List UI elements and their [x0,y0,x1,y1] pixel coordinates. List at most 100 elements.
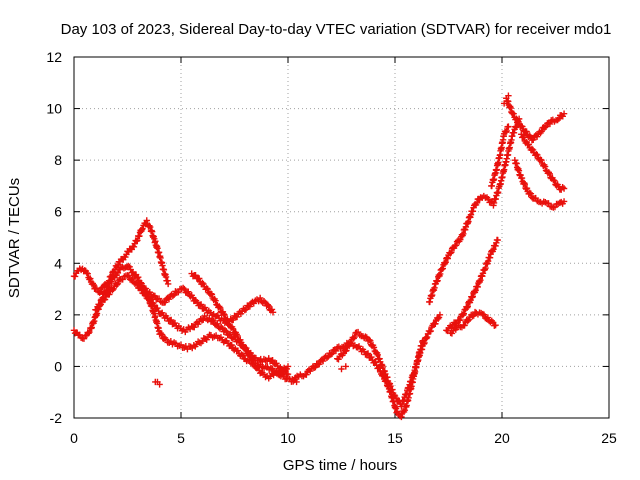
series-arc-m [518,131,568,193]
data-point [250,360,258,367]
data-point [154,304,161,312]
axes: 0 5 10 15 20 25 -2 0 2 4 6 8 10 12 [46,49,617,446]
data-point [146,222,153,229]
data-point [87,275,94,282]
data-point [464,317,471,325]
data-point [129,275,136,283]
data-point [351,333,358,341]
gridlines [74,57,609,418]
data-point [526,189,534,197]
data-point [96,302,103,309]
data-point [398,413,405,421]
plot-frame [73,56,610,419]
y-axis-label: SDTVAR / TECUs [6,178,23,298]
data-point [192,272,199,279]
data-point [436,311,444,319]
data-point [460,310,467,317]
data-point [447,250,454,257]
data-point [97,288,104,295]
data-point [560,110,568,117]
data-point [368,353,375,361]
data-point [85,330,92,337]
data-point [269,357,276,364]
series-arc-i [443,236,501,335]
data-point [156,381,163,388]
data-point [470,288,478,295]
data-point [214,320,221,327]
data-point [560,198,568,205]
data-point [468,294,476,301]
data-point [327,351,334,358]
series-isolated [152,92,512,388]
data-point [310,364,318,372]
data-point [542,123,550,130]
data-point [247,353,254,361]
data-point [120,265,128,272]
data-point [210,317,217,324]
data-point [528,145,536,153]
data-point [225,318,232,325]
data-point [469,313,476,320]
data-point [401,407,409,414]
y-tick-label: -2 [50,410,63,426]
series-arc-l [511,156,568,211]
series-arc-g [334,311,444,410]
data-point [525,141,532,148]
data-point [284,363,292,370]
data-point [249,357,257,364]
data-point [113,281,120,288]
data-point [220,338,227,346]
data-point [452,242,460,249]
data-point [551,177,558,185]
data-point [556,199,563,207]
data-point [96,289,103,296]
data-point [197,301,205,308]
data-point [101,296,109,303]
data-point [134,237,141,244]
series-arc-b [70,217,172,296]
data-point [142,285,150,292]
data-point [362,333,369,340]
data-point [432,320,439,327]
y-tick-label: 2 [54,307,62,323]
x-tick-label: 5 [177,430,185,446]
data-point [218,323,225,331]
data-point [191,324,198,331]
data-point [533,133,541,140]
data-point [560,185,568,192]
x-tick-label: 20 [494,430,510,446]
data-point [448,249,455,256]
series-arc-d [135,280,277,328]
data-point [474,283,481,291]
data-point [76,331,83,338]
data-point [172,288,179,295]
data-point [465,316,473,323]
data-point [492,321,499,329]
data-point [204,285,211,293]
data-point [229,325,237,332]
data-point [500,100,508,107]
series-arc-n [503,95,568,144]
data-point [480,311,488,318]
data-point [114,269,122,277]
data-point [332,347,340,355]
data-point [366,336,373,344]
data-point [139,225,146,232]
data-point [158,331,165,338]
data-point [181,285,188,293]
data-point [199,279,206,287]
data-point [185,288,192,295]
data-point [303,371,310,378]
data-point [234,347,242,354]
x-tick-label: 10 [280,430,296,446]
chart-title: Day 103 of 2023, Sidereal Day-to-day VTE… [61,21,612,38]
data-point [461,322,468,329]
data-point [223,328,230,335]
data-point [444,255,451,262]
data-point [264,301,271,308]
data-point [343,347,350,354]
data-point [108,273,115,280]
data-point [464,303,471,310]
data-point [538,156,545,164]
data-point [237,310,245,318]
